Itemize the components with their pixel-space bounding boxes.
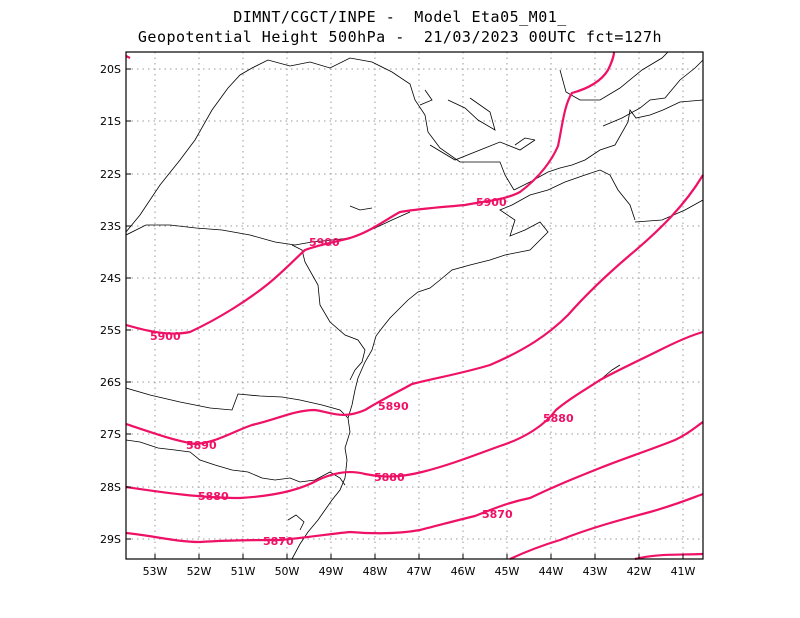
latitude-labels: 20S 21S 22S 23S 24S 25S 26S 27S 28S 29S: [100, 63, 121, 546]
map-title-line-2: Geopotential Height 500hPa - 21/03/2023 …: [137, 28, 663, 46]
lon-label: 44W: [539, 565, 564, 578]
contour-5870-east: [509, 492, 704, 560]
contour-label: 5900: [309, 236, 340, 249]
longitude-labels: 53W 52W 51W 50W 49W 48W 47W 46W 45W 44W …: [143, 565, 696, 578]
map-title-line-1: DIMNT/CGCT/INPE - Model Eta05_M01_: [233, 8, 567, 26]
lon-label: 52W: [187, 565, 212, 578]
lon-label: 45W: [495, 565, 520, 578]
lon-label: 43W: [583, 565, 608, 578]
lon-label: 46W: [451, 565, 476, 578]
contour-5890: [125, 174, 704, 446]
lat-label: 23S: [100, 220, 121, 233]
geopotential-contours: [125, 51, 704, 561]
lon-label: 41W: [671, 565, 696, 578]
lat-label: 27S: [100, 428, 121, 441]
contour-labels: 5900 5900 5900 5890 5890 5880 5880 5880 …: [150, 196, 574, 548]
coastlines-and-borders: [125, 51, 704, 560]
lon-label: 47W: [407, 565, 432, 578]
contour-label: 5890: [186, 439, 217, 452]
contour-label: 5870: [482, 508, 513, 521]
graticule: [126, 52, 703, 559]
lon-label: 48W: [363, 565, 388, 578]
contour-corner-tick: [125, 55, 131, 59]
lat-label: 25S: [100, 324, 121, 337]
map-frame: [125, 51, 704, 560]
contour-label: 5900: [476, 196, 507, 209]
lon-label: 49W: [319, 565, 344, 578]
lon-label: 42W: [627, 565, 652, 578]
lat-label: 26S: [100, 376, 121, 389]
lon-label: 51W: [231, 565, 256, 578]
contour-5880: [125, 330, 704, 500]
lon-label: 50W: [275, 565, 300, 578]
lat-label: 21S: [100, 115, 121, 128]
lat-label: 22S: [100, 168, 121, 181]
contour-5900-west: [125, 51, 616, 335]
lon-label: 53W: [143, 565, 168, 578]
lat-label: 20S: [100, 63, 121, 76]
contour-label: 5900: [150, 330, 181, 343]
contour-label: 5870: [263, 535, 294, 548]
lat-label: 24S: [100, 272, 121, 285]
lat-label: 28S: [100, 481, 121, 494]
contour-label: 5880: [198, 490, 229, 503]
lat-label: 29S: [100, 533, 121, 546]
contour-label: 5890: [378, 400, 409, 413]
tick-marks: [126, 68, 684, 559]
contour-5860-corner: [634, 552, 704, 561]
contour-label: 5880: [543, 412, 574, 425]
contour-label: 5880: [374, 471, 405, 484]
contour-5870: [125, 421, 704, 544]
